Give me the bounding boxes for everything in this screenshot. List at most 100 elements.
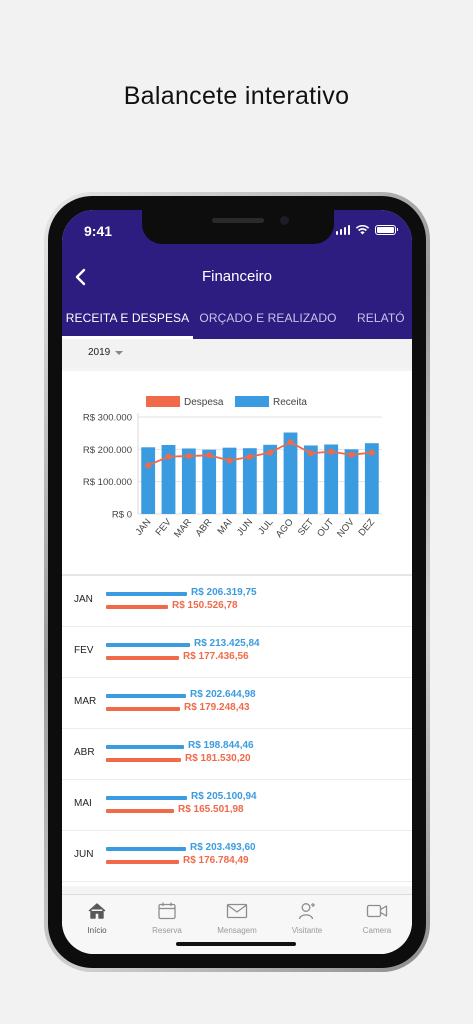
point-despesa-mar <box>185 453 192 460</box>
x-tick-label: MAR <box>172 517 194 540</box>
y-tick-label: R$ 300.000 <box>83 413 132 424</box>
calendar-icon <box>132 901 202 921</box>
bar-receita-mar <box>181 448 196 514</box>
receita-bar <box>106 592 187 596</box>
month-row-fev: FEV R$ 213.425,84 R$ 177.436,56 <box>62 627 412 678</box>
y-tick-label: R$ 100.000 <box>83 477 132 488</box>
phone-frame: 9:41 <box>44 192 430 972</box>
month-label: JUN <box>74 849 94 860</box>
receita-value: R$ 198.844,46 <box>188 740 254 751</box>
segment-tabs: RECEITA E DESPESA ORÇADO E REALIZADO REL… <box>62 300 412 339</box>
tabbar-item-inicio[interactable]: Início <box>62 895 132 954</box>
point-despesa-jun <box>246 453 253 460</box>
home-indicator <box>176 942 296 946</box>
receita-despesa-chart: R$ 300.000 R$ 200.000 R$ 100.000 R$ 0 Despes… <box>83 396 382 540</box>
wifi-icon <box>355 224 370 235</box>
tabbar-label: Início <box>87 926 107 935</box>
month-label: MAR <box>74 696 97 707</box>
year-select[interactable]: 2019 <box>88 347 124 358</box>
bar-receita-jul <box>263 444 278 514</box>
receita-bar <box>106 643 190 647</box>
despesa-bar <box>106 707 180 711</box>
monthly-list: JAN R$ 206.319,75 R$ 150.526,78 FEV R$ 213.4… <box>62 576 412 886</box>
tab-orcado-realizado[interactable]: ORÇADO E REALIZADO <box>199 311 337 325</box>
point-despesa-dez <box>368 449 375 456</box>
year-filter-bar: 2019 <box>62 339 412 368</box>
despesa-bar <box>106 758 181 762</box>
legend-swatch-receita <box>235 396 269 407</box>
section-divider <box>62 574 412 576</box>
tabbar-item-reserva[interactable]: Reserva <box>132 895 202 954</box>
legend-label-despesa: Despesa <box>184 397 224 408</box>
despesa-bar <box>106 656 179 660</box>
x-tick-label: ABR <box>193 517 214 539</box>
x-tick-label: MAI <box>216 517 235 537</box>
battery-icon <box>375 224 398 235</box>
point-despesa-fev <box>165 453 172 460</box>
month-label: JAN <box>74 594 93 605</box>
despesa-bar <box>106 809 174 813</box>
month-label: FEV <box>74 645 94 656</box>
tabbar-item-mensagem[interactable]: Mensagem <box>202 895 272 954</box>
bar-receita-ago <box>283 432 298 514</box>
mail-icon <box>202 901 272 921</box>
tabbar-item-visitante[interactable]: Visitante <box>272 895 342 954</box>
bar-receita-dez <box>364 443 379 514</box>
x-tick-label: JUL <box>256 517 275 537</box>
tabbar-label: Visitante <box>291 926 323 935</box>
device-notch <box>142 210 334 244</box>
bar-receita-mai <box>222 447 237 514</box>
receita-bar <box>106 796 187 800</box>
x-tick-label: JUN <box>235 517 255 538</box>
despesa-bar <box>106 860 179 864</box>
bar-receita-set <box>303 445 318 514</box>
tab-receita-despesa[interactable]: RECEITA E DESPESA <box>62 300 193 339</box>
point-despesa-abr <box>206 452 213 459</box>
receita-value: R$ 206.319,75 <box>191 587 257 598</box>
page-title: Financeiro <box>201 268 273 285</box>
bar-receita-nov <box>344 449 359 514</box>
cellular-signal-icon <box>335 224 350 235</box>
status-time: 9:41 <box>84 223 113 239</box>
y-tick-label: R$ 0 <box>112 510 132 521</box>
despesa-value: R$ 179.248,43 <box>184 702 250 713</box>
month-row-abr: ABR R$ 198.844,46 R$ 181.530,20 <box>62 729 412 780</box>
tab-relatorio[interactable]: RELATÓ <box>357 311 405 325</box>
bar-receita-abr <box>202 449 217 514</box>
y-tick-label: R$ 200.000 <box>83 445 132 456</box>
x-tick-label: OUT <box>315 517 336 540</box>
x-tick-label: JAN <box>133 517 153 538</box>
bar-receita-fev <box>161 444 176 514</box>
year-value: 2019 <box>88 347 111 358</box>
bar-receita-jan <box>141 447 156 514</box>
tabbar-item-camera[interactable]: Camera <box>342 895 412 954</box>
x-tick-label: SET <box>296 517 316 538</box>
point-despesa-jul <box>267 449 274 456</box>
receita-value: R$ 202.644,98 <box>190 689 256 700</box>
phone-bezel: 9:41 <box>48 196 426 968</box>
promo-headline: Balancete interativo <box>123 82 350 110</box>
back-chevron-icon[interactable] <box>70 266 92 288</box>
chart-card: R$ 300.000 R$ 200.000 R$ 100.000 R$ 0 Despes… <box>62 371 412 574</box>
point-despesa-set <box>307 450 314 457</box>
despesa-value: R$ 176.784,49 <box>183 855 249 866</box>
nav-bar: Financeiro <box>62 254 412 300</box>
receita-bar <box>106 847 186 851</box>
add-person-icon <box>272 901 342 921</box>
month-label: ABR <box>74 747 95 758</box>
bar-receita-out <box>324 444 339 514</box>
point-despesa-nov <box>348 451 355 458</box>
x-tick-label: AGO <box>274 517 296 540</box>
receita-value: R$ 203.493,60 <box>190 842 256 853</box>
app-screen: 9:41 <box>62 210 412 954</box>
month-row-mar: MAR R$ 202.644,98 R$ 179.248,43 <box>62 678 412 729</box>
point-despesa-out <box>328 448 335 455</box>
receita-value: R$ 213.425,84 <box>194 638 260 649</box>
point-despesa-ago <box>287 439 294 446</box>
line-despesa <box>147 441 372 467</box>
month-row-jun: JUN R$ 203.493,60 R$ 176.784,49 <box>62 831 412 882</box>
video-camera-icon <box>342 901 412 921</box>
despesa-value: R$ 181.530,20 <box>185 753 251 764</box>
month-row-jan: JAN R$ 206.319,75 R$ 150.526,78 <box>62 576 412 627</box>
receita-bar <box>106 694 186 698</box>
